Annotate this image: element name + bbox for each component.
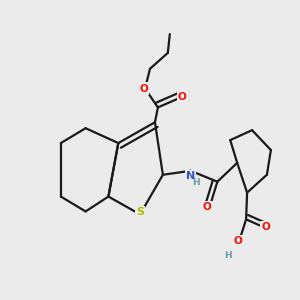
Text: O: O — [203, 202, 212, 212]
Text: S: S — [136, 207, 144, 217]
Text: O: O — [261, 222, 270, 232]
Text: N: N — [186, 171, 195, 181]
Text: O: O — [178, 92, 187, 103]
Text: O: O — [139, 84, 148, 94]
Text: H: H — [224, 250, 232, 260]
Text: H: H — [192, 178, 200, 187]
Text: O: O — [233, 236, 242, 246]
